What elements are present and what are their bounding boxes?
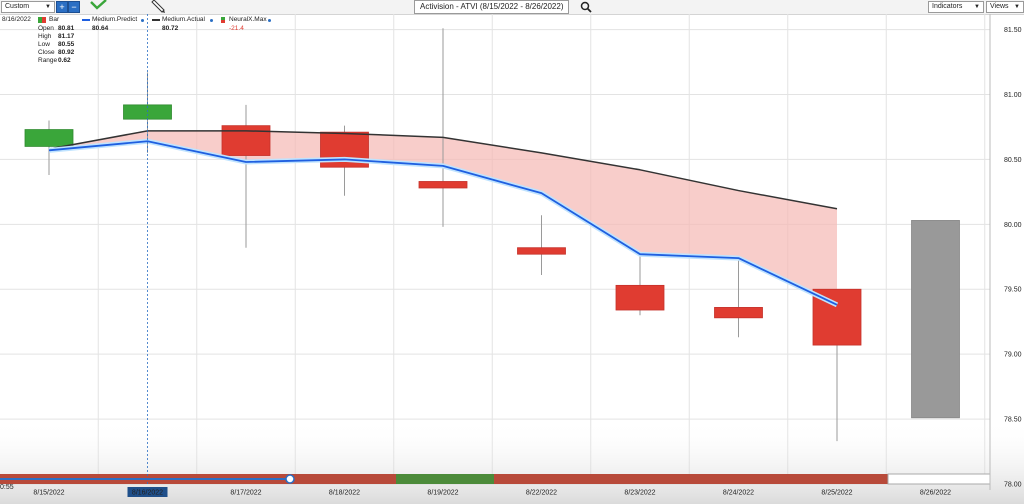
x-tick-label: 8/19/2022 bbox=[427, 490, 458, 497]
legend-neuralx-value: -21.4 bbox=[229, 25, 244, 32]
x-tick-highlight bbox=[127, 487, 168, 497]
custom-select[interactable]: Custom ▼ bbox=[1, 1, 55, 13]
chart-title: Activision - ATVI (8/15/2022 - 8/26/2022… bbox=[420, 2, 564, 11]
legend-range-label: Range bbox=[38, 57, 58, 64]
legend-low-label: Low bbox=[38, 41, 50, 48]
candle-body bbox=[714, 307, 763, 319]
neuralx-swatch-down bbox=[221, 20, 225, 23]
bottom-shade bbox=[0, 420, 1024, 504]
legend-predict-label: Medium.Predict bbox=[92, 16, 138, 23]
predict-dot-icon bbox=[141, 19, 144, 22]
remove-button[interactable]: − bbox=[68, 1, 80, 13]
check-icon[interactable] bbox=[88, 0, 108, 10]
time-fragment: 0:55 bbox=[0, 484, 14, 491]
x-tick-label: 8/18/2022 bbox=[329, 490, 360, 497]
legend-actual-label: Medium.Actual bbox=[162, 16, 205, 23]
series-lines bbox=[48, 130, 839, 308]
toolbar: Custom ▼ + − Activision - ATVI (8/15/202… bbox=[0, 0, 1024, 15]
navigator-handle bbox=[285, 474, 295, 484]
candle-body bbox=[615, 284, 665, 311]
neuralx-dot-icon bbox=[268, 19, 271, 22]
navigator-empty bbox=[887, 473, 991, 485]
x-tick-label: 8/15/2022 bbox=[33, 490, 64, 497]
x-tick-label: 8/17/2022 bbox=[230, 490, 261, 497]
legend-high-label: High bbox=[38, 33, 52, 40]
views-select[interactable]: Views ▼ bbox=[986, 1, 1024, 13]
predict-swatch bbox=[82, 19, 90, 21]
y-tick-label: 79.00 bbox=[1004, 352, 1022, 359]
x-tick-label: 8/26/2022 bbox=[920, 490, 951, 497]
legend-open-value: 80.81 bbox=[58, 25, 75, 32]
candle-body bbox=[24, 129, 74, 147]
views-label: Views bbox=[990, 3, 1009, 10]
actual-line bbox=[48, 130, 838, 210]
legend-close-label: Close bbox=[38, 49, 55, 56]
chevron-down-icon: ▼ bbox=[1014, 4, 1020, 10]
x-tick-label: 8/22/2022 bbox=[526, 490, 557, 497]
legend-neuralx-label: NeuralX.Max bbox=[229, 16, 267, 23]
candle-body bbox=[517, 247, 566, 255]
candle-body bbox=[911, 220, 960, 419]
x-tick-label: 8/25/2022 bbox=[821, 490, 852, 497]
bar-swatch-down bbox=[42, 17, 46, 23]
x-tick-label: 8/16/2022 bbox=[132, 490, 163, 497]
navigator-up-segment bbox=[396, 474, 494, 484]
chevron-down-icon: ▼ bbox=[45, 4, 51, 10]
x-tick-label: 8/24/2022 bbox=[723, 490, 754, 497]
add-button[interactable]: + bbox=[56, 1, 68, 13]
legend-date: 8/16/2022 bbox=[2, 16, 31, 23]
indicators-label: Indicators bbox=[932, 3, 963, 10]
indicators-select[interactable]: Indicators ▼ bbox=[928, 1, 984, 13]
legend-range-value: 0.62 bbox=[58, 57, 71, 64]
actual-swatch bbox=[152, 19, 160, 21]
navigator-bar bbox=[0, 473, 991, 485]
legend-high-value: 81.17 bbox=[58, 33, 75, 40]
y-tick-label: 78.50 bbox=[1004, 417, 1022, 424]
legend-low-value: 80.55 bbox=[58, 41, 75, 48]
prediction-gap-area bbox=[49, 130, 837, 305]
y-tick-label: 79.50 bbox=[1004, 287, 1022, 294]
candle-body bbox=[418, 181, 468, 189]
legend-open-label: Open bbox=[38, 25, 54, 32]
x-tick-label: 8/23/2022 bbox=[624, 490, 655, 497]
chart-title-box[interactable]: Activision - ATVI (8/15/2022 - 8/26/2022… bbox=[414, 0, 570, 14]
pencil-icon[interactable] bbox=[150, 0, 166, 14]
y-tick-label: 80.50 bbox=[1004, 157, 1022, 164]
y-axis: 81.50 81.00 80.50 80.00 79.50 79.00 78.50 78.00 bbox=[989, 14, 1022, 490]
custom-select-label: Custom bbox=[5, 3, 30, 10]
prediction-gap-fill bbox=[49, 130, 837, 305]
legend-predict-value: 80.64 bbox=[92, 25, 109, 32]
candles bbox=[24, 28, 960, 442]
actual-dot-icon bbox=[210, 19, 213, 22]
y-tick-label: 81.00 bbox=[1004, 92, 1022, 99]
predict-line bbox=[48, 140, 838, 306]
legend-actual-value: 80.72 bbox=[162, 25, 179, 32]
chart-grid bbox=[0, 14, 1024, 504]
chevron-down-icon: ▼ bbox=[974, 4, 980, 10]
y-tick-label: 81.50 bbox=[1004, 27, 1022, 34]
neuralx-swatch-up bbox=[221, 17, 225, 20]
x-axis: 8/15/2022 8/16/2022 8/17/2022 8/18/2022 8/19… bbox=[33, 487, 951, 497]
legend: 8/16/2022 Bar Open 80.81 High 81.17 Low … bbox=[0, 14, 300, 74]
y-tick-label: 78.00 bbox=[1004, 482, 1022, 489]
legend-close-value: 80.92 bbox=[58, 49, 75, 56]
bar-swatch-up bbox=[38, 17, 42, 23]
y-tick-label: 80.00 bbox=[1004, 222, 1022, 229]
legend-bar-label: Bar bbox=[49, 16, 60, 23]
search-icon[interactable] bbox=[580, 1, 592, 13]
